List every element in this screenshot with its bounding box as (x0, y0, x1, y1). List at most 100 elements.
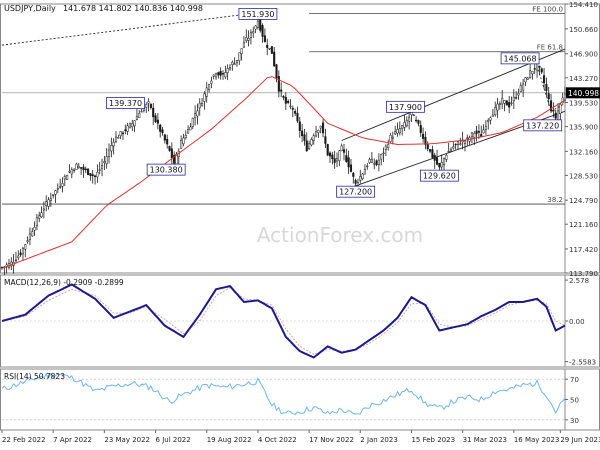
candle-body (103, 161, 106, 164)
candle-body (335, 158, 339, 162)
candle-body (363, 169, 366, 175)
candle-body (319, 125, 322, 129)
candle-body (138, 113, 141, 119)
candle-body (14, 259, 18, 262)
candle-body (449, 149, 453, 152)
candle-body (126, 125, 129, 132)
candle-body (70, 169, 73, 175)
candle-body (205, 87, 208, 97)
candle-body (208, 84, 211, 90)
candle-body (124, 129, 127, 132)
candle-body (536, 63, 539, 71)
chart-title: USDJPY,Daily (4, 4, 56, 13)
x-tick-label: 29 Jun 2023 (560, 436, 600, 444)
candle-body (240, 48, 243, 54)
candle-body (19, 252, 22, 256)
candle-body (56, 188, 59, 190)
candle-body (387, 144, 390, 148)
candle-body (463, 140, 467, 144)
candle-body (110, 145, 113, 152)
price-label-box (419, 169, 459, 182)
candle-body (452, 146, 455, 149)
candle-body (368, 159, 371, 163)
candle-body (263, 35, 266, 43)
price-label-box (386, 100, 425, 113)
candle-body (256, 20, 259, 28)
candle-body (529, 70, 532, 78)
candle-body (21, 247, 24, 255)
candle-body (73, 169, 76, 171)
candle-body (28, 233, 31, 240)
candle-body (396, 129, 399, 134)
candle-body (119, 131, 122, 137)
candle-body (310, 139, 313, 146)
candle-body (105, 156, 108, 165)
candle-body (294, 111, 297, 114)
price-tick-label: 150.660 (569, 26, 598, 34)
candle-body (380, 154, 383, 160)
candle-body (431, 149, 434, 158)
x-tick-label: 31 Mar 2023 (463, 436, 507, 444)
x-tick-label: 4 Oct 2022 (258, 436, 297, 444)
candle-body (149, 103, 152, 108)
candle-body (366, 165, 369, 168)
candle-body (359, 176, 362, 181)
candle-body (552, 110, 555, 112)
candle-body (47, 199, 50, 207)
candle-body (163, 134, 166, 141)
candle-body (128, 123, 132, 128)
candle-body (152, 107, 155, 118)
candle-body (275, 64, 278, 79)
candle-body (470, 132, 473, 138)
watermark: ActionForex.com (257, 223, 423, 247)
candle-body (522, 83, 525, 91)
candle-body (501, 97, 504, 105)
candle-body (98, 169, 101, 171)
candle-body (517, 93, 520, 96)
price-label-text: 145.068 (504, 54, 537, 63)
rsi-pane (0, 368, 600, 431)
candle-body (384, 145, 387, 150)
candle-body (77, 166, 80, 169)
price-tick-label: 146.900 (569, 51, 598, 59)
candle-body (117, 137, 120, 139)
candle-body (405, 119, 408, 127)
price-tick-label: 132.160 (569, 148, 598, 156)
candle-body (315, 131, 318, 137)
candle-body (349, 164, 353, 172)
candle-body (221, 73, 225, 75)
candle-body (445, 154, 448, 160)
candle-body (401, 125, 404, 130)
candle-body (508, 102, 511, 108)
candle-body (466, 137, 469, 140)
price-label-box (238, 8, 278, 20)
candle-body (417, 120, 420, 124)
candle-body (291, 108, 294, 110)
candle-body (519, 85, 522, 92)
candle-body (503, 100, 506, 104)
candle-body (277, 76, 280, 92)
candle-body (298, 121, 301, 131)
candle-body (540, 68, 543, 73)
price-tick-label: 139.530 (569, 100, 598, 108)
candle-body (203, 93, 206, 102)
candle-body (252, 31, 255, 34)
price-label-text: 137.220 (526, 121, 559, 130)
candle-body (377, 159, 380, 166)
candle-body (512, 96, 515, 102)
candle-body (338, 150, 341, 162)
price-tick-label: 113.790 (569, 270, 598, 278)
candle-body (480, 134, 483, 137)
candle-body (45, 201, 48, 207)
candle-body (505, 100, 508, 106)
candle-body (94, 175, 97, 178)
macd-tick-label: 0.00 (569, 318, 585, 326)
candle-body (87, 168, 90, 175)
macd-tick-label: 2.578 (569, 277, 589, 285)
candle-body (373, 163, 376, 165)
price-tick-label: 124.790 (569, 197, 598, 205)
candle-body (161, 129, 164, 133)
candle-body (328, 152, 332, 157)
candle-body (191, 117, 194, 127)
